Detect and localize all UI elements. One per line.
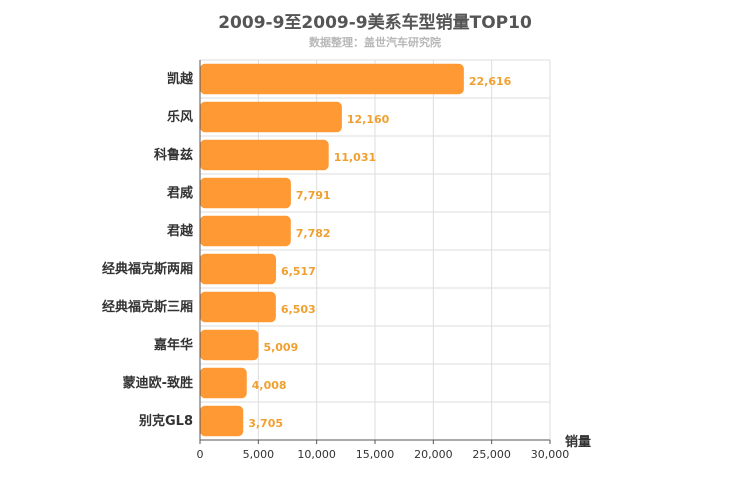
bar: [200, 329, 259, 361]
value-label: 22,616: [469, 75, 512, 88]
x-axis-label: 销量: [565, 434, 591, 450]
bar: [200, 253, 277, 285]
category-label: 经典福克斯三厢: [102, 299, 193, 315]
category-label: 别克GL8: [138, 413, 193, 429]
value-label: 4,008: [252, 379, 287, 392]
bar: [200, 405, 244, 437]
bar: [200, 139, 329, 171]
category-label: 嘉年华: [153, 337, 193, 353]
chart-title: 2009-9至2009-9美系车型销量TOP10: [218, 13, 532, 33]
category-label: 君越: [167, 223, 194, 239]
bar: [200, 177, 291, 209]
value-label: 12,160: [347, 113, 390, 126]
bar: [200, 63, 464, 95]
x-tick-label: 30,000: [531, 448, 570, 461]
category-label: 经典福克斯两厢: [102, 261, 193, 277]
x-tick-label: 5,000: [243, 448, 275, 461]
bar: [200, 215, 291, 247]
value-label: 7,782: [296, 227, 331, 240]
x-tick-label: 15,000: [356, 448, 395, 461]
category-label: 乐风: [167, 109, 193, 125]
value-label: 5,009: [263, 341, 298, 354]
value-label: 11,031: [334, 151, 376, 164]
value-label: 6,503: [281, 303, 316, 316]
category-label: 蒙迪欧-致胜: [123, 375, 193, 391]
value-label: 6,517: [281, 265, 316, 278]
category-label: 君威: [167, 185, 193, 201]
bar: [200, 291, 276, 323]
value-label: 7,791: [296, 189, 331, 202]
x-tick-label: 10,000: [297, 448, 336, 461]
category-label: 凯越: [167, 71, 194, 87]
bar: [200, 367, 247, 399]
category-label: 科鲁兹: [154, 147, 193, 163]
chart-subtitle: 数据整理：盖世汽车研究院: [309, 36, 441, 49]
x-tick-label: 25,000: [472, 448, 511, 461]
bar: [200, 101, 342, 133]
x-tick-label: 0: [197, 448, 204, 461]
x-tick-label: 20,000: [414, 448, 453, 461]
value-label: 3,705: [248, 417, 283, 430]
